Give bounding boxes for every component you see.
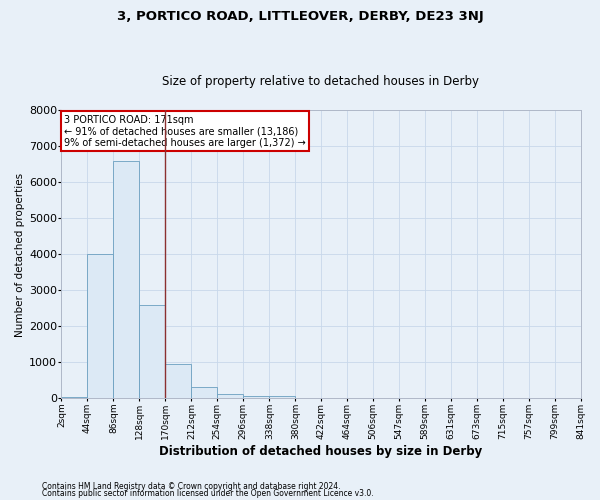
X-axis label: Distribution of detached houses by size in Derby: Distribution of detached houses by size … <box>160 444 482 458</box>
Bar <box>191 387 217 398</box>
Text: 3 PORTICO ROAD: 171sqm
← 91% of detached houses are smaller (13,186)
9% of semi-: 3 PORTICO ROAD: 171sqm ← 91% of detached… <box>64 115 306 148</box>
Bar <box>217 394 244 398</box>
Bar <box>88 254 113 398</box>
Bar <box>61 396 88 398</box>
Text: 3, PORTICO ROAD, LITTLEOVER, DERBY, DE23 3NJ: 3, PORTICO ROAD, LITTLEOVER, DERBY, DE23… <box>116 10 484 23</box>
Bar <box>139 305 166 398</box>
Bar <box>269 396 295 398</box>
Y-axis label: Number of detached properties: Number of detached properties <box>15 172 25 336</box>
Bar <box>166 364 191 398</box>
Text: Contains public sector information licensed under the Open Government Licence v3: Contains public sector information licen… <box>42 488 374 498</box>
Title: Size of property relative to detached houses in Derby: Size of property relative to detached ho… <box>163 76 479 88</box>
Text: Contains HM Land Registry data © Crown copyright and database right 2024.: Contains HM Land Registry data © Crown c… <box>42 482 341 491</box>
Bar <box>244 396 269 398</box>
Bar <box>113 161 139 398</box>
